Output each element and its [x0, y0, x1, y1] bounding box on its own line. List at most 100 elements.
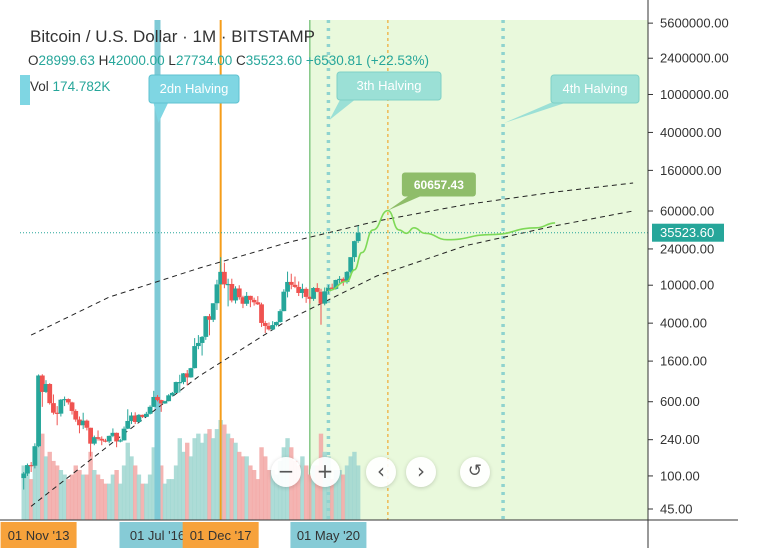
candle-body	[169, 392, 175, 396]
volume-bar	[307, 474, 313, 520]
candle-body	[177, 382, 183, 384]
volume-bar	[292, 460, 298, 520]
volume-bar	[99, 479, 104, 520]
zoom-in-button[interactable]: +	[310, 457, 340, 487]
candle-body	[162, 401, 168, 404]
volume-bar	[140, 483, 145, 520]
volume-bar	[51, 460, 56, 520]
volume-bar	[352, 451, 357, 520]
candle-body	[103, 440, 108, 442]
volume-bar	[240, 456, 246, 520]
candle-body	[106, 435, 112, 442]
volume-bar	[196, 433, 201, 520]
candle-body	[348, 257, 354, 272]
volume-bar	[337, 470, 342, 520]
volume-bar	[263, 456, 268, 520]
volume-bar	[181, 451, 186, 520]
volume-bar	[25, 470, 30, 520]
candle-body	[326, 287, 331, 292]
halving-2-callout: 2dn Halving	[148, 74, 240, 123]
candle-body	[329, 287, 335, 289]
candle-body	[259, 304, 264, 323]
volume-bar	[207, 429, 212, 520]
volume-bar	[121, 465, 127, 520]
volume-bar	[251, 470, 257, 520]
candle-body	[318, 291, 324, 304]
candle-body	[337, 278, 342, 281]
candle-body	[54, 412, 60, 414]
candle-body	[158, 400, 164, 404]
scroll-right-button[interactable]: ›	[406, 457, 436, 487]
candle-body	[296, 286, 302, 293]
y-tick-label: 1600.00	[660, 354, 707, 369]
candle-body	[114, 432, 120, 442]
candle-body	[251, 299, 257, 303]
candle-body	[173, 382, 179, 393]
x-label-box	[290, 522, 367, 548]
candle-body	[117, 440, 123, 442]
candle-body	[136, 414, 142, 422]
candle-body	[88, 427, 94, 444]
halving-3-callout-label: 3th Halving	[356, 78, 421, 93]
candle-body	[195, 342, 201, 347]
y-tick-label: 24000.00	[660, 241, 714, 256]
volume-bar	[173, 465, 179, 520]
candle-body	[199, 336, 205, 343]
candle-body	[277, 311, 283, 323]
volume-bar	[62, 474, 67, 520]
volume-bar	[106, 483, 112, 520]
candle-body	[244, 295, 250, 304]
zoom-out-button[interactable]: −	[271, 457, 301, 487]
volume-bar	[129, 456, 134, 520]
halving-3-callout-pointer	[329, 98, 357, 120]
projection: 60657.43	[328, 172, 556, 292]
high-label: H	[98, 53, 109, 68]
x-tick-label: 01 May '20	[297, 528, 360, 543]
candle-body	[39, 375, 45, 392]
candle-body	[28, 465, 34, 467]
volume-bar	[303, 465, 309, 520]
volume-bar	[270, 470, 275, 520]
volume-value: 174.782K	[52, 79, 111, 94]
candle-body	[292, 284, 298, 287]
candle-body	[25, 465, 30, 474]
close-value: 35523.60	[245, 53, 303, 68]
chart-title: Bitcoin / U.S. Dollar · 1M · BITSTAMP	[30, 27, 315, 46]
volume-bar	[244, 456, 249, 520]
candle-body	[314, 287, 320, 292]
candle-body	[203, 316, 209, 337]
y-tick-label: 5600000.00	[660, 16, 729, 31]
candle-body	[73, 410, 79, 420]
reset-chart-button[interactable]: ↺	[460, 457, 490, 487]
peak-tag	[401, 172, 476, 197]
halving-4-callout: 4th Halving	[504, 74, 640, 123]
change-value: +6530.81 (+22.53%)	[305, 53, 429, 68]
candle-body	[84, 420, 90, 428]
last-price-tag	[652, 223, 724, 242]
volume-bar	[114, 470, 119, 520]
scroll-left-button[interactable]: ‹	[366, 457, 396, 487]
volume-bar	[166, 479, 171, 520]
candle-body	[266, 325, 272, 330]
volume-bar	[229, 438, 235, 520]
volume-bar	[132, 465, 138, 520]
candle-body	[36, 375, 41, 447]
candle-body	[95, 437, 101, 439]
candle-body	[240, 297, 246, 304]
last-price-label: 35523.60	[660, 225, 714, 240]
candle-body	[218, 271, 224, 285]
candle-body	[21, 473, 27, 479]
y-tick-label: 1000000.00	[660, 87, 729, 102]
volume-bar	[274, 474, 279, 520]
candle-body	[255, 302, 261, 305]
volume-bar	[144, 483, 149, 520]
candle-body	[129, 415, 134, 421]
halving-3-callout: 3th Halving	[329, 71, 442, 120]
volume-bar	[125, 442, 130, 520]
candle-body	[69, 402, 75, 411]
candle-body	[355, 232, 361, 242]
y-tick-label: 240.00	[660, 432, 700, 447]
volume-bar	[344, 465, 350, 520]
halving-2-callout-box	[148, 74, 240, 104]
volume-bar	[277, 460, 283, 520]
